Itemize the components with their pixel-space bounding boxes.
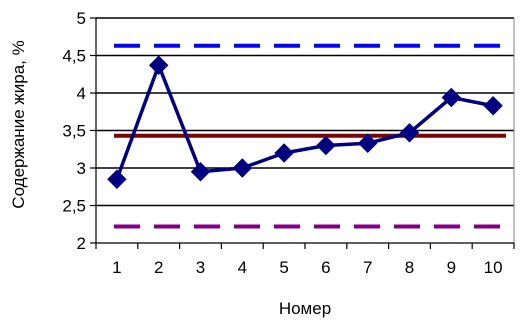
axes — [90, 17, 515, 249]
data-point — [190, 162, 211, 182]
x-tick-labels: 1 2 3 4 5 6 7 8 9 10 — [112, 258, 502, 277]
y-tick-label: 3 — [77, 159, 86, 178]
y-tick-label: 4,5 — [62, 47, 86, 66]
x-tick-label: 5 — [279, 258, 288, 277]
y-tick-label: 5 — [77, 9, 86, 28]
data-point — [483, 96, 503, 116]
data-point — [399, 123, 420, 143]
x-tick-label: 10 — [484, 258, 503, 277]
x-tick-label: 8 — [405, 258, 414, 277]
data-point — [232, 158, 253, 178]
data-point — [274, 143, 294, 163]
x-tick-label: 4 — [238, 258, 247, 277]
x-tick-label: 2 — [154, 258, 163, 277]
y-axis-title: Содержание жира, % — [9, 40, 28, 208]
series-line — [115, 63, 494, 180]
y-tick-label: 2,5 — [62, 197, 86, 216]
x-tick-label: 7 — [363, 258, 372, 277]
y-tick-label: 4 — [77, 84, 86, 103]
x-tick-label: 6 — [321, 258, 330, 277]
x-tick-label: 3 — [196, 258, 205, 277]
data-point — [316, 135, 336, 156]
data-point — [107, 169, 127, 189]
grid-lines — [96, 17, 514, 207]
data-point — [148, 55, 169, 75]
data-point — [357, 133, 378, 153]
reference-lines — [114, 43, 506, 229]
x-tick-label: 9 — [447, 258, 456, 277]
y-tick-labels: 2 2,5 3 3,5 4 4,5 5 — [62, 9, 86, 253]
x-axis-title: Номер — [279, 299, 331, 318]
y-tick-label: 2 — [77, 234, 86, 253]
y-tick-label: 3,5 — [62, 122, 86, 141]
x-tick-label: 1 — [112, 258, 121, 277]
series — [107, 55, 503, 189]
data-point — [441, 87, 462, 108]
